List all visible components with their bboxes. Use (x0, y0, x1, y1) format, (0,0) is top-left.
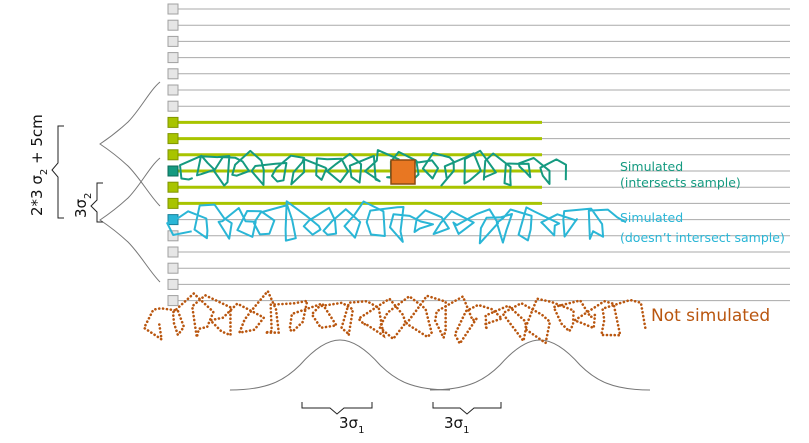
not-simulated-track (142, 288, 647, 347)
intersects-label-subtitle: (intersects sample) (620, 175, 741, 190)
layer-square-icon (167, 246, 179, 258)
layer-square-icon (167, 52, 179, 64)
inner-bracket (90, 182, 103, 223)
bottom-right-bracket-label: 3σ1 (444, 414, 469, 436)
not-simulated-label: Not simulated (651, 306, 770, 326)
layer-square-icon (167, 35, 179, 47)
sample-arrow-icon (397, 165, 412, 179)
bottom-left-bracket (301, 402, 373, 415)
outer-bracket-label: 2*3 σ2 + 5cm (28, 114, 50, 216)
bottom-right-gaussian (429, 339, 651, 391)
simulated-non-intersecting-track (166, 200, 627, 245)
simulated-intersecting-track (179, 149, 567, 187)
layer-markers (167, 3, 179, 307)
inner-bracket-label: 3σ2 (72, 193, 94, 218)
layer-square-icon (167, 262, 179, 274)
layer-square-icon (167, 84, 179, 96)
layer-square-icon (167, 149, 179, 161)
layer-square-icon (167, 278, 179, 290)
layer-square-icon (167, 133, 179, 145)
bottom-left-bracket-label: 3σ1 (339, 414, 364, 436)
upper-left-gaussian (99, 81, 161, 207)
non-intersect-label-subtitle: (doesn’t intersect sample) (620, 230, 785, 245)
layer-square-icon (167, 100, 179, 112)
layer-square-icon (167, 295, 179, 307)
bottom-right-bracket (432, 402, 502, 415)
layer-square-icon (167, 116, 179, 128)
layer-square-icon (167, 19, 179, 31)
non-intersect-label-title: Simulated (620, 210, 683, 225)
layer-square-icon (167, 197, 179, 209)
layer-square-icon (167, 3, 179, 15)
layer-square-icon (167, 68, 179, 80)
layer-square-icon (167, 165, 179, 177)
outer-bracket (51, 125, 64, 219)
layer-square-icon (167, 181, 179, 193)
bottom-left-gaussian (229, 339, 451, 391)
intersects-label-title: Simulated (620, 159, 683, 174)
lower-left-gaussian (99, 157, 161, 283)
